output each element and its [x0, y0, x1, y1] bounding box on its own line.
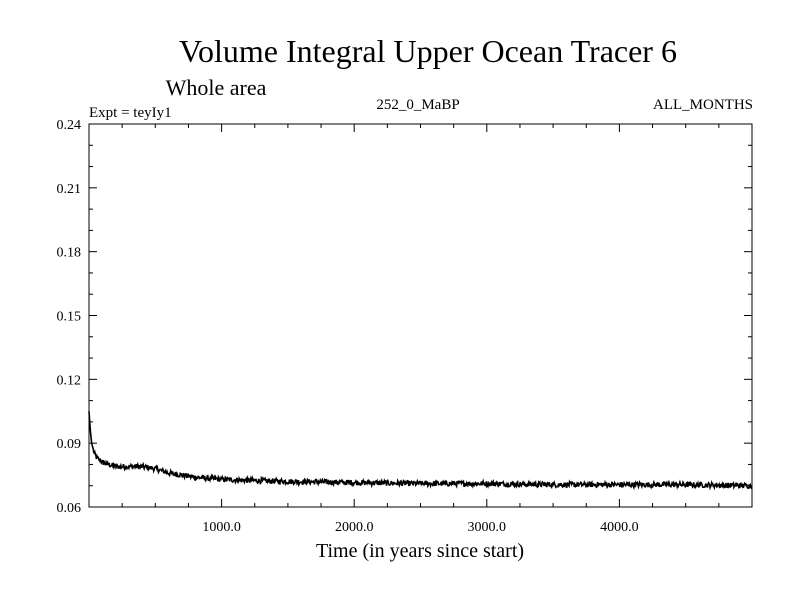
y-tick-label: 0.06 — [57, 501, 82, 516]
series-line — [88, 411, 753, 491]
chart-subtitle: Whole area — [166, 75, 267, 100]
x-tick-label: 2000.0 — [335, 520, 374, 535]
y-tick-label: 0.21 — [57, 182, 82, 197]
plot-frame — [88, 123, 753, 508]
chart-title: Volume Integral Upper Ocean Tracer 6 — [179, 33, 677, 69]
season-label: ALL_MONTHS — [653, 97, 753, 113]
y-tick-label: 0.12 — [57, 373, 82, 388]
x-axis-label: Time (in years since start) — [316, 540, 524, 562]
y-tick-label: 0.18 — [57, 246, 82, 261]
y-tick-label: 0.09 — [57, 437, 82, 452]
y-tick-label: 0.24 — [57, 118, 82, 133]
tick-marks — [89, 124, 752, 507]
x-tick-label: 1000.0 — [202, 520, 241, 535]
x-tick-labels: 1000.0 2000.0 3000.0 4000.0 — [202, 520, 638, 535]
x-tick-label: 3000.0 — [468, 520, 507, 535]
period-label: 252_0_MaBP — [376, 97, 459, 113]
y-tick-label: 0.15 — [57, 310, 82, 325]
x-tick-label: 4000.0 — [600, 520, 639, 535]
experiment-label: Expt = teyIy1 — [89, 105, 172, 121]
y-tick-labels: 0.06 0.09 0.12 0.15 0.18 0.21 0.24 — [57, 118, 82, 516]
